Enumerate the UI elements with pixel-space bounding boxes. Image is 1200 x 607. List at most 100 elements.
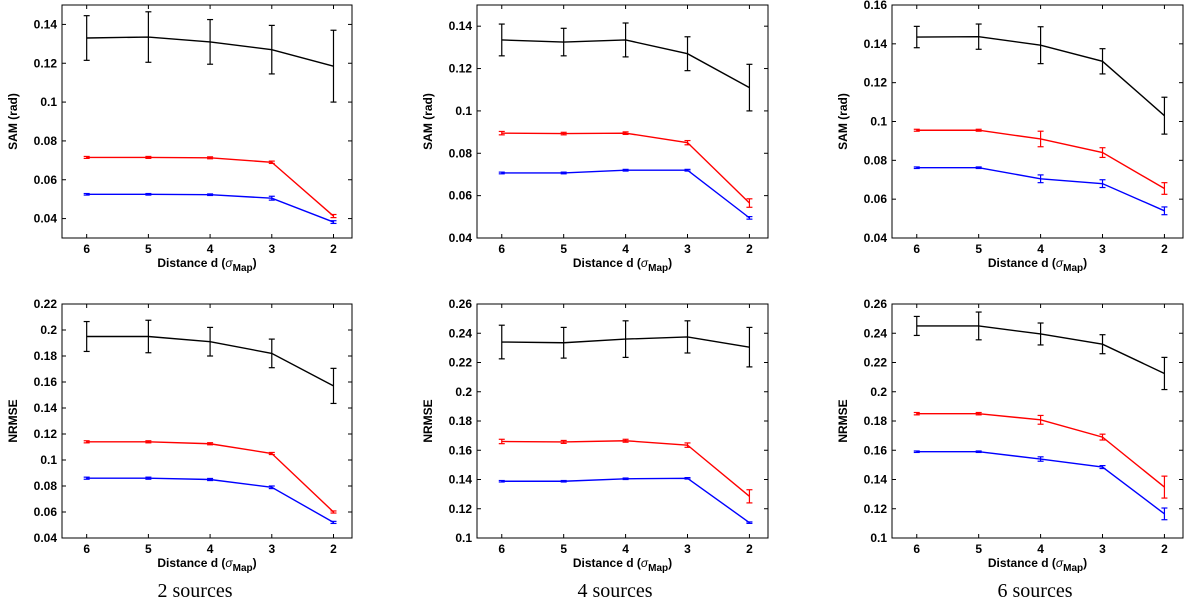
- caption-2-sources: 2 sources: [157, 580, 233, 602]
- error-bar-blue: [83, 192, 90, 196]
- error-bar-red: [207, 442, 214, 446]
- series-line-blue: [916, 167, 1165, 212]
- chart-panel-6: 0.1 0.12 0.14 0.16 0.18 0.2 0.22 0.24 0.26 6 5 4 3 2 D…: [836, 297, 1184, 574]
- x-tick-label: 4: [622, 542, 629, 556]
- series-red: [498, 438, 753, 504]
- y-tick-label: 0.04: [34, 531, 58, 545]
- error-bar-black: [83, 15, 90, 61]
- series-blue: [83, 192, 337, 225]
- error-bar-blue: [622, 168, 629, 172]
- error-bar-black: [975, 311, 982, 341]
- error-bar-black: [913, 25, 920, 49]
- error-bar-red: [1037, 130, 1044, 148]
- y-tick-label: 0.18: [864, 414, 888, 428]
- y-tick-label: 0.22: [34, 297, 58, 311]
- y-tick-label: 0.18: [449, 414, 473, 428]
- y-tick-label: 0.04: [449, 231, 473, 245]
- error-bar-black: [268, 24, 275, 75]
- x-tick-label: 3: [1099, 242, 1106, 256]
- x-tick-label: 3: [268, 242, 275, 256]
- error-bar-black: [207, 18, 214, 65]
- y-tick-label: 0.22: [864, 356, 888, 370]
- y-tick-label: 0.08: [34, 134, 58, 148]
- y-tick-label: 0.14: [864, 473, 888, 487]
- y-tick-label: 0.08: [449, 146, 473, 160]
- error-bar-blue: [330, 220, 337, 225]
- x-tick-label: 2: [330, 542, 337, 556]
- error-bar-blue: [975, 450, 982, 454]
- axes-frame: [476, 4, 769, 239]
- error-bar-blue: [83, 476, 90, 480]
- error-bar-red: [498, 438, 505, 445]
- error-bar-blue: [684, 476, 691, 480]
- y-axis-label: SAM (rad): [421, 93, 435, 150]
- error-bar-black: [1161, 96, 1168, 135]
- error-bar-blue: [560, 171, 567, 175]
- chart-panel-2: 0.04 0.06 0.08 0.1 0.12 0.14 6 5 4 3 2 Distance d (…: [421, 4, 769, 274]
- error-bar-red: [83, 155, 90, 159]
- y-tick-label: 0.26: [864, 297, 888, 311]
- x-tick-label: 6: [83, 242, 90, 256]
- error-bar-red: [1161, 182, 1168, 195]
- error-bar-red: [498, 130, 505, 136]
- error-bar-red: [268, 160, 275, 165]
- error-bar-black: [330, 367, 337, 405]
- error-bar-black: [622, 320, 629, 358]
- x-tick-label: 2: [330, 242, 337, 256]
- error-bar-black: [975, 23, 982, 50]
- error-bar-red: [684, 139, 691, 146]
- series-blue: [498, 476, 753, 524]
- error-bar-black: [145, 319, 152, 354]
- error-bar-black: [207, 326, 214, 357]
- y-tick-label: 0.06: [34, 173, 58, 187]
- x-tick-label: 5: [145, 542, 152, 556]
- error-bar-blue: [498, 171, 505, 175]
- chart-panel-1: 0.04 0.06 0.08 0.1 0.12 0.14 6 5 4 3 2 Distance d (…: [6, 4, 353, 274]
- x-tick-label: 5: [560, 242, 567, 256]
- error-bar-black: [83, 320, 90, 353]
- error-bar-black: [1099, 334, 1106, 355]
- x-axis-label: Distance d (σMap): [157, 256, 256, 274]
- series-line-blue: [501, 477, 750, 524]
- y-tick-label: 0.1: [40, 453, 57, 467]
- chart-panel-5: 0.1 0.12 0.14 0.16 0.18 0.2 0.22 0.24 0.26 6 5 4 3 2 D…: [421, 297, 769, 574]
- y-tick-label: 0.16: [864, 0, 888, 12]
- error-bar-blue: [1037, 174, 1044, 184]
- error-bar-red: [560, 131, 567, 136]
- y-tick-label: 0.14: [864, 37, 888, 51]
- error-bar-black: [622, 22, 629, 58]
- error-bar-black: [1161, 356, 1168, 391]
- error-bar-black: [746, 326, 753, 368]
- y-tick-label: 0.1: [870, 115, 887, 129]
- series-line-blue: [501, 169, 750, 219]
- x-tick-label: 4: [207, 542, 214, 556]
- x-tick-label: 6: [498, 542, 505, 556]
- error-bar-black: [1099, 48, 1106, 75]
- error-bar-blue: [207, 193, 214, 197]
- x-tick-label: 3: [684, 242, 691, 256]
- y-axis-label: SAM (rad): [836, 93, 850, 150]
- series-blue: [913, 450, 1168, 521]
- error-bar-red: [622, 438, 629, 443]
- error-bar-black: [1037, 26, 1044, 65]
- error-bar-blue: [684, 168, 691, 172]
- error-bar-red: [684, 442, 691, 448]
- x-axis-label: Distance d (σMap): [573, 556, 672, 574]
- error-bar-blue: [330, 520, 337, 525]
- y-tick-label: 0.18: [34, 349, 58, 363]
- error-bar-blue: [498, 479, 505, 483]
- y-axis-label: SAM (rad): [6, 93, 20, 150]
- error-bar-red: [145, 440, 152, 444]
- x-tick-label: 2: [746, 242, 753, 256]
- error-bar-red: [330, 510, 337, 514]
- error-bar-black: [746, 63, 753, 112]
- error-bar-blue: [913, 450, 920, 454]
- error-bar-blue: [207, 477, 214, 482]
- y-tick-label: 0.12: [449, 502, 473, 516]
- series-red: [498, 130, 753, 208]
- error-bar-red: [1037, 414, 1044, 425]
- error-bar-blue: [913, 166, 920, 170]
- axes-frame: [61, 4, 353, 239]
- error-bar-blue: [145, 192, 152, 196]
